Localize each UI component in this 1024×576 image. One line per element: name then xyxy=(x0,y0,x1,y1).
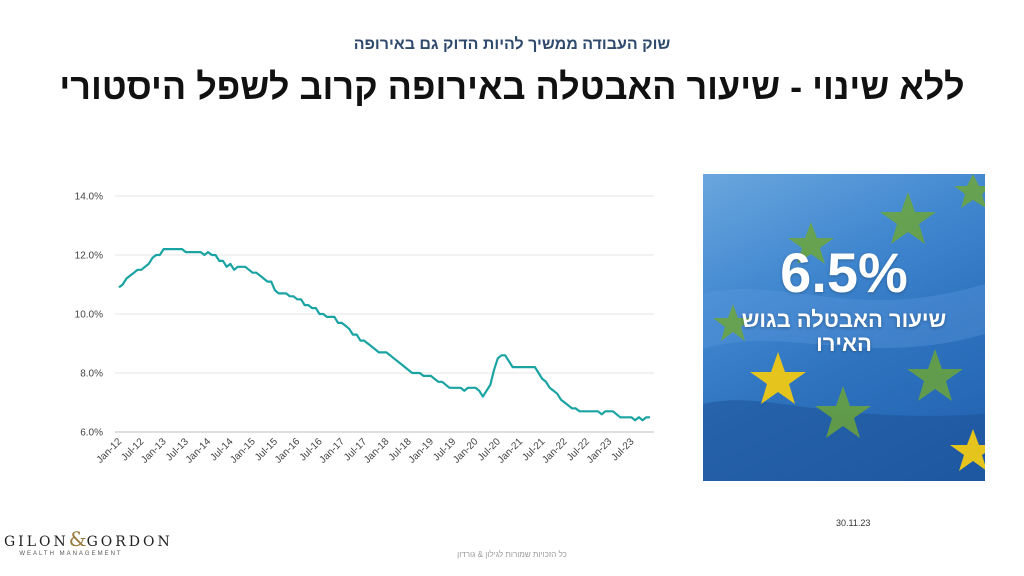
logo-tagline: WEALTH MANAGEMENT xyxy=(19,551,123,557)
unemployment-line-chart: 14.0% 12.0% 10.0% 8.0% 6.0% Jan-12Jul-12Jan-… xyxy=(75,192,654,466)
slide-date: 30.11.23 xyxy=(836,518,871,528)
unemployment-series-line xyxy=(118,248,650,422)
chart-x-axis: Jan-12Jul-12Jan-13Jul-13Jan-14Jul-14Jan-… xyxy=(95,436,637,466)
y-tick-label: 10.0% xyxy=(75,310,103,321)
x-tick-label: Jan-17 xyxy=(318,436,348,466)
x-tick-label: Jan-23 xyxy=(585,436,615,466)
x-tick-label: Jan-12 xyxy=(95,436,125,466)
y-tick-label: 8.0% xyxy=(80,369,103,380)
eu-flag-panel: 6.5% שיעור האבטלה בגוש האירו xyxy=(703,174,985,481)
x-tick-label: Jul-23 xyxy=(610,436,637,463)
slide-subtitle: שוק העבודה ממשיך להיות הדוק גם באירופה xyxy=(353,36,671,53)
company-logo: GILON&GORDON WEALTH MANAGEMENT xyxy=(4,527,173,557)
unemployment-stat-label: שיעור האבטלה בגוש האירו xyxy=(741,307,947,356)
x-tick-label: Jan-15 xyxy=(228,436,258,466)
y-tick-label: 12.0% xyxy=(75,251,103,262)
y-tick-label: 14.0% xyxy=(75,192,103,203)
x-tick-label: Jan-18 xyxy=(362,436,392,466)
slide-title: ללא שינוי - שיעור האבטלה באירופה קרוב לש… xyxy=(59,66,965,107)
chart-y-axis: 14.0% 12.0% 10.0% 8.0% 6.0% xyxy=(75,192,103,439)
x-tick-label: Jan-16 xyxy=(273,436,303,466)
x-tick-label: Jan-21 xyxy=(496,436,526,466)
x-tick-label: Jan-13 xyxy=(139,436,169,466)
logo-wordmark: GILON&GORDON xyxy=(4,527,173,551)
x-tick-label: Jan-22 xyxy=(540,436,570,466)
x-tick-label: Jan-20 xyxy=(451,436,481,466)
chart-gridlines xyxy=(115,195,654,433)
eu-stars-decoration xyxy=(703,174,985,481)
y-tick-label: 6.0% xyxy=(80,428,103,439)
x-tick-label: Jan-19 xyxy=(407,436,437,466)
unemployment-stat-value: 6.5% xyxy=(780,241,908,304)
x-tick-label: Jan-14 xyxy=(184,436,214,466)
copyright-footer: כל הזכויות שמורות לגילון & גורדון xyxy=(457,550,567,559)
